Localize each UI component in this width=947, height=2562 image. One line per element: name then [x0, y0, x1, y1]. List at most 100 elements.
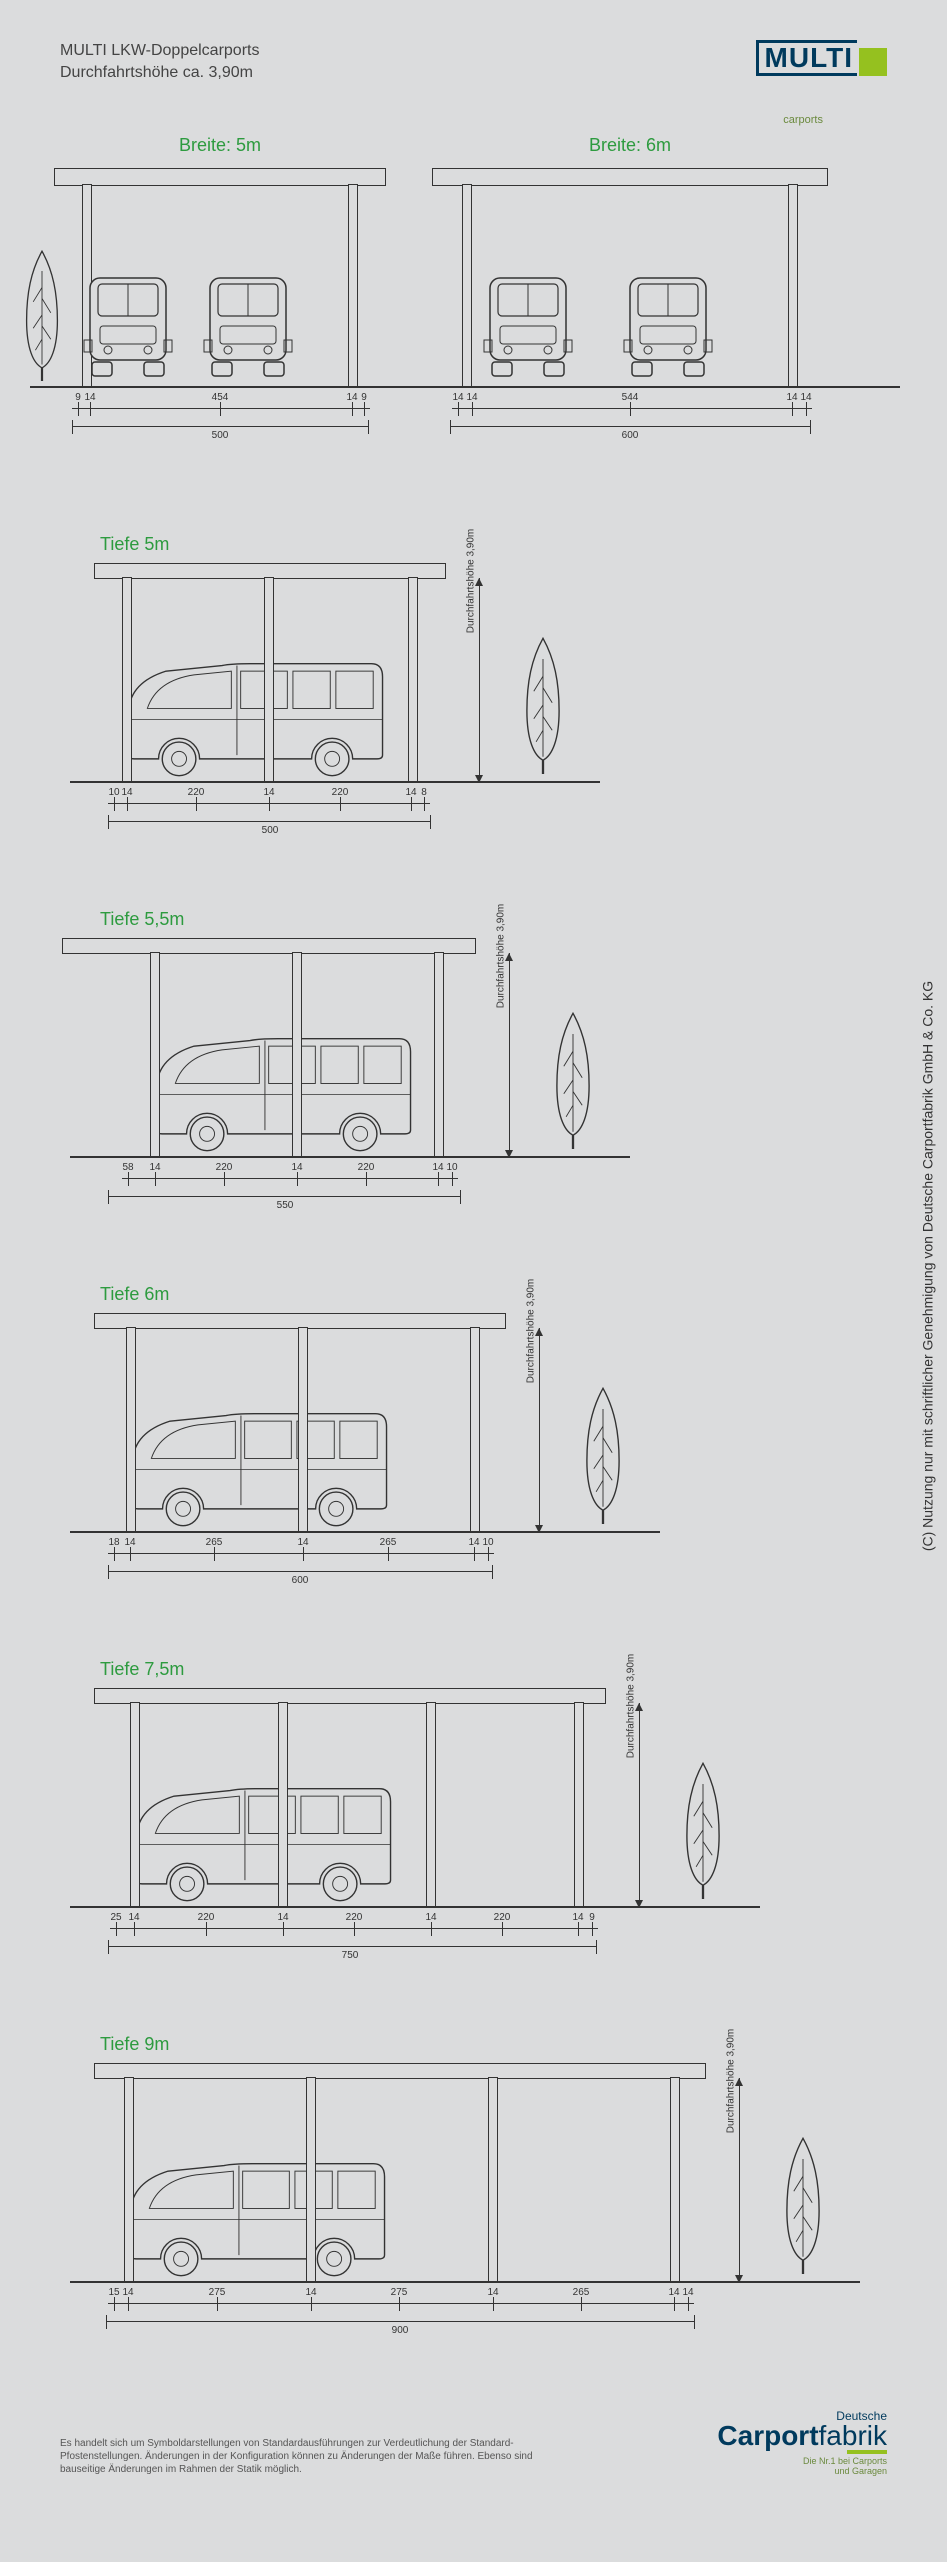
dim-tick: [352, 402, 353, 416]
tree: [780, 2130, 826, 2283]
dim-tick: [354, 1922, 355, 1936]
dim-tick: [596, 1940, 597, 1954]
ground-line: [70, 1156, 630, 1158]
dim-tick: [108, 1565, 109, 1579]
header: MULTI LKW-Doppelcarports Durchfahrtshöhe…: [60, 40, 887, 85]
page: MULTI LKW-Doppelcarports Durchfahrtshöhe…: [0, 0, 947, 2516]
van-side: [112, 2150, 392, 2283]
dim-tick: [364, 402, 365, 416]
dim-total: 750: [342, 1950, 359, 1961]
title-line2: Durchfahrtshöhe ca. 3,90m: [60, 62, 259, 84]
van-front-icon: [78, 265, 178, 385]
logo-sub: carports: [783, 114, 823, 126]
van-front: [618, 265, 718, 388]
dim-line: [108, 2303, 694, 2304]
dim-tick: [220, 402, 221, 416]
dim-tick: [458, 402, 459, 416]
dim-tick: [474, 1547, 475, 1561]
logo-word: MULTI: [756, 40, 857, 76]
front-views-row: Breite: 5m 914454149500: [60, 135, 887, 444]
dim-total: 600: [292, 1575, 309, 1586]
dim-total: 500: [262, 825, 279, 836]
van-side-icon: [110, 650, 390, 780]
side-drawing: Durchfahrtshöhe 3,90m: [100, 1688, 600, 1908]
dim-tick: [196, 797, 197, 811]
dim-tick: [502, 1922, 503, 1936]
dim-line: [122, 1178, 458, 1179]
roof: [94, 2063, 706, 2079]
dim-line-total: [106, 2321, 694, 2322]
side-title: Tiefe 9m: [100, 2034, 887, 2055]
ground-line: [70, 1531, 660, 1533]
front-title: Breite: 5m: [60, 135, 380, 156]
dim-tick: [114, 797, 115, 811]
van-side-icon: [118, 1775, 398, 1905]
side-title: Tiefe 5,5m: [100, 909, 887, 930]
dim-tick: [206, 1922, 207, 1936]
dim-line-total: [108, 1196, 460, 1197]
post: [408, 577, 418, 783]
footer: Es handelt sich um Symboldarstellungen v…: [60, 2409, 887, 2476]
dim-tick: [128, 2297, 129, 2311]
tree: [580, 1380, 626, 1533]
van-side: [118, 1775, 398, 1908]
front-title: Breite: 6m: [440, 135, 820, 156]
dim-tick: [130, 1547, 131, 1561]
dim-tick: [430, 815, 431, 829]
ground-line: [30, 386, 460, 388]
roof: [94, 1688, 606, 1704]
post: [470, 1327, 480, 1533]
front-drawing: [60, 168, 380, 388]
roof: [62, 938, 476, 954]
post: [670, 2077, 680, 2283]
dim-tick: [114, 2297, 115, 2311]
tree-icon: [780, 2130, 826, 2280]
post: [122, 577, 132, 783]
dim-line-total: [108, 1946, 596, 1947]
dimensions: 1814265142651410600: [100, 1537, 500, 1589]
front-drawing: [440, 168, 820, 388]
side-title: Tiefe 6m: [100, 1284, 887, 1305]
van-side: [138, 1025, 418, 1158]
dim-tick: [127, 797, 128, 811]
post: [150, 952, 160, 1158]
post: [298, 1327, 308, 1533]
dim-line: [72, 408, 370, 409]
dim-tick: [303, 1547, 304, 1561]
copyright-vertical: (C) Nutzung nur mit schriftlicher Genehm…: [919, 981, 935, 1551]
dim-total: 600: [622, 430, 639, 441]
dim-tick: [493, 2297, 494, 2311]
dim-tick: [297, 1172, 298, 1186]
height-label: Durchfahrtshöhe 3,90m: [626, 1654, 637, 1759]
post: [488, 2077, 498, 2283]
tree: [550, 1005, 596, 1158]
post: [788, 184, 798, 388]
height-label: Durchfahrtshöhe 3,90m: [726, 2029, 737, 2134]
dim-tick: [311, 2297, 312, 2311]
dim-tick: [155, 1172, 156, 1186]
dim-tick: [366, 1172, 367, 1186]
dim-total: 900: [392, 2325, 409, 2336]
van-side: [114, 1400, 394, 1533]
side-views-column: Tiefe 5m Durchfahrtshöhe 3,90m 101422014…: [60, 534, 887, 2339]
post: [306, 2077, 316, 2283]
post: [124, 2077, 134, 2283]
van-side-icon: [112, 2150, 392, 2280]
dim-tick: [78, 402, 79, 416]
logo-dcf-main: Carportfabrik: [717, 2423, 887, 2448]
dim-tick: [488, 1547, 489, 1561]
dim-tick: [630, 402, 631, 416]
dim-tick: [72, 420, 73, 434]
dim-line: [452, 408, 812, 409]
post: [574, 1702, 584, 1908]
tree-icon: [20, 245, 64, 385]
dim-tick: [452, 1172, 453, 1186]
side-view-3: Tiefe 7,5m Durchfahrtshöhe 3,90m 2514220…: [100, 1659, 887, 1964]
dim-tick: [340, 797, 341, 811]
side-view-2: Tiefe 6m Durchfahrtshöhe 3,90m 181426514…: [100, 1284, 887, 1589]
van-side: [110, 650, 390, 783]
van-front: [78, 265, 178, 388]
dim-tick: [90, 402, 91, 416]
dim-total: 550: [277, 1200, 294, 1211]
van-side-icon: [138, 1025, 418, 1155]
